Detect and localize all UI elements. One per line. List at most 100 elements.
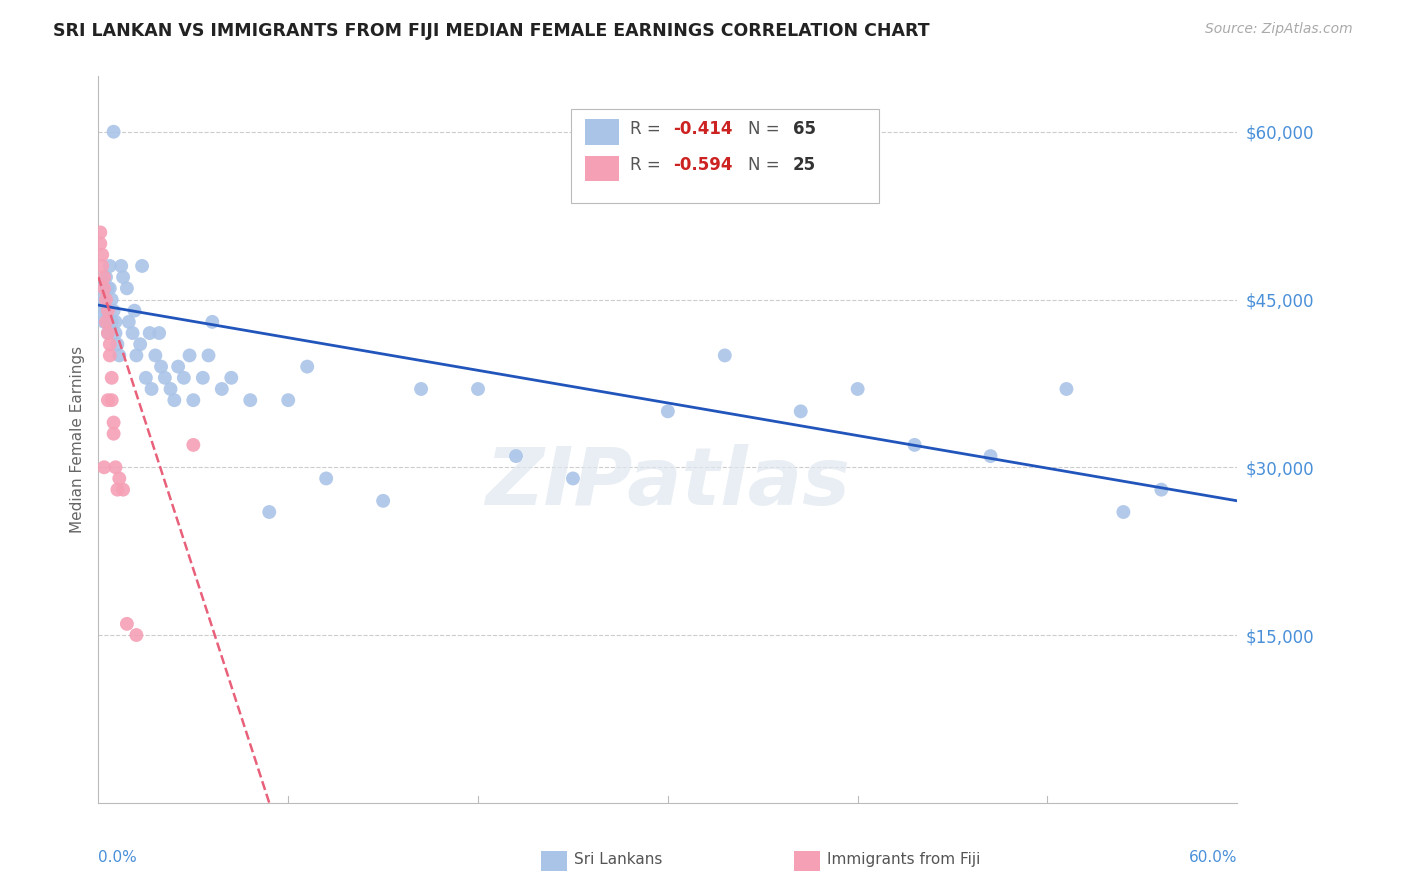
Point <box>657 404 679 418</box>
Point <box>153 371 176 385</box>
Point <box>904 438 927 452</box>
Point <box>115 616 138 631</box>
Point <box>979 449 1001 463</box>
Point <box>173 371 195 385</box>
Point <box>201 315 224 329</box>
Point <box>315 471 337 485</box>
Point <box>89 226 111 240</box>
Point <box>1056 382 1078 396</box>
Point <box>191 371 214 385</box>
Point <box>1112 505 1135 519</box>
Point <box>91 281 114 295</box>
Point <box>89 303 111 318</box>
Point <box>112 270 135 285</box>
Text: Immigrants from Fiji: Immigrants from Fiji <box>827 853 980 867</box>
Point <box>104 315 127 329</box>
Point <box>159 382 181 396</box>
Point <box>93 270 115 285</box>
Point <box>112 483 135 497</box>
Point <box>93 281 115 295</box>
Point <box>97 326 120 340</box>
Point <box>148 326 170 340</box>
Text: ZIPatlas: ZIPatlas <box>485 444 851 522</box>
Point <box>297 359 319 374</box>
Point <box>125 628 148 642</box>
Point <box>107 337 129 351</box>
Point <box>150 359 173 374</box>
Point <box>714 348 737 362</box>
Text: 0.0%: 0.0% <box>98 850 138 865</box>
Point <box>103 125 125 139</box>
Point <box>91 248 114 262</box>
Point <box>98 348 121 362</box>
Y-axis label: Median Female Earnings: Median Female Earnings <box>69 346 84 533</box>
Point <box>98 281 121 295</box>
Point <box>100 371 122 385</box>
Text: N =: N = <box>748 156 785 174</box>
Text: 65: 65 <box>793 120 815 138</box>
Point <box>94 303 117 318</box>
Point <box>97 281 120 295</box>
Text: -0.414: -0.414 <box>673 120 733 138</box>
Point <box>98 337 121 351</box>
Point <box>197 348 219 362</box>
Point <box>145 348 167 362</box>
Point <box>93 293 115 307</box>
Point <box>124 303 146 318</box>
Text: Source: ZipAtlas.com: Source: ZipAtlas.com <box>1205 22 1353 37</box>
FancyBboxPatch shape <box>585 156 619 181</box>
FancyBboxPatch shape <box>585 120 619 145</box>
Point <box>163 393 186 408</box>
Text: R =: R = <box>630 120 666 138</box>
Point <box>98 259 121 273</box>
Point <box>103 426 125 441</box>
Point <box>94 315 117 329</box>
Point <box>259 505 281 519</box>
Point <box>239 393 262 408</box>
Point <box>104 460 127 475</box>
Point <box>94 270 117 285</box>
Point <box>562 471 585 485</box>
Point <box>179 348 201 362</box>
Point <box>131 259 153 273</box>
Point <box>183 393 205 408</box>
Point <box>97 393 120 408</box>
Point <box>129 337 152 351</box>
Point <box>107 483 129 497</box>
Point <box>138 326 160 340</box>
Point <box>467 382 489 396</box>
Point <box>1150 483 1173 497</box>
Point <box>97 326 120 340</box>
Text: R =: R = <box>630 156 666 174</box>
Point <box>100 315 122 329</box>
Point <box>91 259 114 273</box>
Point <box>211 382 233 396</box>
Point <box>846 382 869 396</box>
Point <box>103 416 125 430</box>
Point <box>108 348 131 362</box>
Text: N =: N = <box>748 120 785 138</box>
Point <box>97 315 120 329</box>
Point <box>108 471 131 485</box>
Point <box>121 326 143 340</box>
Point <box>221 371 243 385</box>
Text: 60.0%: 60.0% <box>1189 850 1237 865</box>
Point <box>89 236 111 251</box>
Point <box>110 259 132 273</box>
Point <box>97 303 120 318</box>
Text: SRI LANKAN VS IMMIGRANTS FROM FIJI MEDIAN FEMALE EARNINGS CORRELATION CHART: SRI LANKAN VS IMMIGRANTS FROM FIJI MEDIA… <box>53 22 929 40</box>
Point <box>93 315 115 329</box>
Point <box>411 382 433 396</box>
Point <box>100 393 122 408</box>
Point <box>790 404 813 418</box>
Point <box>505 449 527 463</box>
Point <box>135 371 157 385</box>
Point <box>103 303 125 318</box>
Point <box>371 493 394 508</box>
FancyBboxPatch shape <box>571 109 879 203</box>
Text: 25: 25 <box>793 156 817 174</box>
Point <box>115 281 138 295</box>
Point <box>277 393 299 408</box>
Point <box>104 326 127 340</box>
Text: Sri Lankans: Sri Lankans <box>574 853 662 867</box>
